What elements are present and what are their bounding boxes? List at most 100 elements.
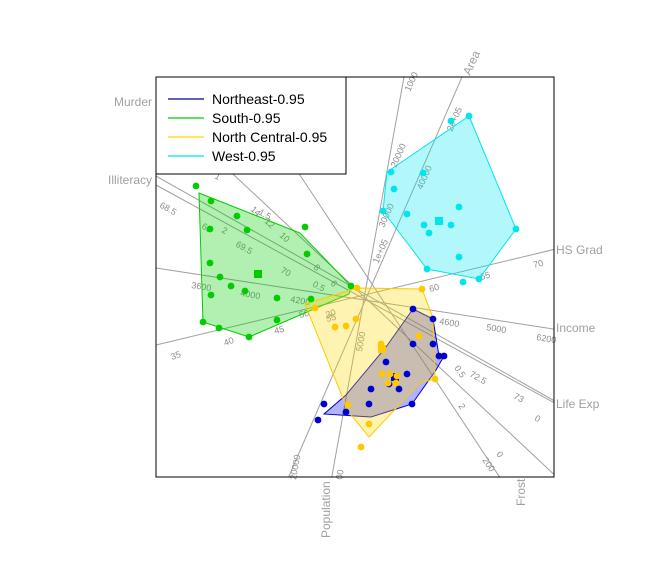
point-west-5 <box>379 207 387 215</box>
point-northeast-1 <box>429 315 437 323</box>
point-north-central-1 <box>418 285 426 293</box>
point-northeast-13 <box>320 400 328 408</box>
tick-label-hs-grad-3: 55 <box>325 312 337 324</box>
tick-label-income-5: 3600 <box>191 280 212 293</box>
point-northeast-6 <box>382 358 390 366</box>
point-south-15 <box>215 324 223 332</box>
hull-west <box>382 115 517 280</box>
axis-name-frost: Frost <box>514 478 528 506</box>
tick-label-murder-3: 8 <box>312 262 322 273</box>
point-north-central-11 <box>431 375 439 383</box>
tick-label-hs-grad-0: 70 <box>532 258 544 270</box>
point-south-11 <box>273 294 281 302</box>
tick-label-illiteracy-4: 35 <box>169 349 182 362</box>
point-north-central-2 <box>311 304 319 312</box>
point-northeast-3 <box>429 340 437 348</box>
point-west-3 <box>419 169 427 177</box>
tick-label-hs-grad-5: 50 <box>298 308 310 320</box>
tick-label-illiteracy-0: 1 <box>213 171 222 182</box>
axis-name-population: Population <box>319 481 333 538</box>
point-northeast-0 <box>409 305 417 313</box>
tick-label-murder-2: 10 <box>278 230 292 244</box>
point-south-17 <box>273 316 281 324</box>
tick-label-frost-1: 200 <box>480 456 497 474</box>
point-north-central-16 <box>331 323 339 331</box>
point-north-central-3 <box>415 332 423 340</box>
plot-frame <box>155 76 555 478</box>
tick-label-frost-2: 2 <box>456 402 467 412</box>
axis-name-hs-grad: HS Grad <box>556 243 603 257</box>
center-north-central <box>378 345 386 353</box>
point-west-11 <box>425 229 433 237</box>
point-northeast-4 <box>435 352 443 360</box>
point-south-18 <box>347 282 355 290</box>
tick-label-life-exp-3: 70 <box>279 265 293 279</box>
point-north-central-15 <box>352 315 360 323</box>
point-south-16 <box>245 333 253 341</box>
tick-label-life-exp-0: 0 <box>533 413 542 424</box>
tick-label-life-exp-6: 68.5 <box>158 200 178 217</box>
point-south-10 <box>241 287 249 295</box>
tick-label-area-0: 1000 <box>403 70 420 92</box>
tick-label-life-exp-2: 72.5 <box>468 369 488 386</box>
tick-label-frost-0: 0 <box>494 450 505 460</box>
point-northeast-12 <box>365 400 373 408</box>
point-west-7 <box>420 221 428 229</box>
tick-label-income-1: 5000 <box>486 322 507 335</box>
point-north-central-13 <box>357 443 365 451</box>
point-northeast-2 <box>409 340 417 348</box>
tick-label-life-exp-1: 73 <box>512 391 526 405</box>
tick-label-illiteracy-5: 30 <box>324 307 337 320</box>
axis-name-income: Income <box>556 321 596 335</box>
point-south-4 <box>243 226 251 234</box>
legend-box <box>155 76 347 175</box>
tick-label-income-0: 6200 <box>536 332 557 345</box>
point-west-13 <box>455 253 463 261</box>
point-layer <box>192 112 520 451</box>
point-south-5 <box>301 223 309 231</box>
point-south-0 <box>192 182 200 190</box>
tick-label-hs-grad-2: 60 <box>428 282 440 294</box>
axis-name-murder: Murder <box>114 95 152 109</box>
axis-line-illiteracy <box>156 184 554 404</box>
legend-label-west: West-0.95 <box>212 148 276 164</box>
axis-name-illiteracy: Illiteracy <box>108 173 152 187</box>
axis-name-area: Area <box>460 48 483 77</box>
point-northeast-11 <box>408 400 416 408</box>
point-west-4 <box>390 185 398 193</box>
point-west-2 <box>387 168 395 176</box>
point-north-central-8 <box>378 370 386 378</box>
point-south-7 <box>206 259 214 267</box>
tick-label-murder-0: 14 <box>249 204 263 218</box>
point-south-9 <box>216 273 224 281</box>
point-south-14 <box>199 318 207 326</box>
point-north-central-4 <box>342 322 350 330</box>
center-south <box>254 270 262 278</box>
axis-line-area <box>288 77 463 477</box>
legend-label-south: South-0.95 <box>212 110 281 126</box>
point-north-central-12 <box>344 401 352 409</box>
tick-label-illiteracy-1: 2 <box>220 225 229 236</box>
point-south-12 <box>307 295 315 303</box>
legend-label-northeast: Northeast-0.95 <box>212 91 305 107</box>
point-northeast-9 <box>395 385 403 393</box>
axis-line-income <box>156 267 554 330</box>
point-south-1 <box>207 197 215 205</box>
point-north-central-7 <box>386 370 394 378</box>
point-south-2 <box>233 212 241 220</box>
point-north-central-10 <box>392 379 400 387</box>
tick-label-illiteracy-6: 40 <box>222 335 235 348</box>
tick-label-population-0: 20000 <box>288 454 302 480</box>
legend: Northeast-0.95 South-0.95 North Central-… <box>155 76 347 175</box>
tick-label-hs-grad-4: 45 <box>273 324 285 336</box>
axis-name-life-exp: Life Exp <box>556 397 600 411</box>
point-south-8 <box>227 282 235 290</box>
point-northeast-7 <box>403 370 411 378</box>
point-northeast-15 <box>342 408 350 416</box>
axis-line-frost <box>289 159 501 477</box>
point-west-15 <box>459 278 467 286</box>
point-north-central-14 <box>365 420 373 428</box>
point-south-6 <box>303 250 311 258</box>
hull-layer <box>198 115 517 438</box>
point-north-central-0 <box>353 284 361 292</box>
